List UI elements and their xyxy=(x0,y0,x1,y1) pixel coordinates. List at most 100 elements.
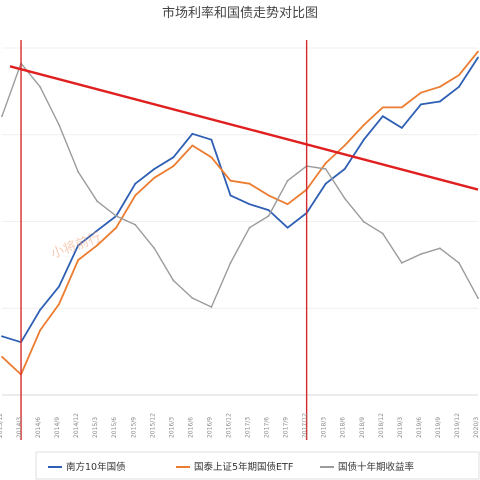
x-tick-label: 2018/12 xyxy=(378,413,385,438)
data-point xyxy=(267,209,270,211)
data-point xyxy=(191,132,194,135)
data-point xyxy=(248,182,251,185)
data-point xyxy=(381,106,384,109)
x-tick-label: 2017/6 xyxy=(264,417,271,438)
data-point xyxy=(58,124,61,126)
x-tick-label: 2017/3 xyxy=(245,417,252,438)
data-point xyxy=(439,100,441,103)
data-point xyxy=(210,156,213,159)
data-point xyxy=(115,226,118,229)
x-tick-label: 2013/12 xyxy=(0,413,4,438)
data-point xyxy=(77,244,80,247)
data-point xyxy=(286,179,289,182)
data-point xyxy=(439,247,441,250)
x-tick-label: 2017/12 xyxy=(302,413,309,438)
data-point xyxy=(324,168,327,170)
data-point xyxy=(362,138,365,141)
data-point xyxy=(96,244,99,247)
x-tick-label: 2015/12 xyxy=(149,413,156,438)
x-tick-label: 2015/9 xyxy=(130,417,137,438)
legend-label: 国泰上证5年期国债ETF xyxy=(194,461,293,473)
legend-box xyxy=(35,451,480,480)
data-point xyxy=(39,308,41,311)
data-point xyxy=(400,106,403,109)
x-tick-label: 2015/6 xyxy=(111,417,118,438)
data-point xyxy=(343,168,346,170)
data-point xyxy=(134,223,137,226)
data-point xyxy=(1,115,3,118)
data-point xyxy=(210,138,213,141)
data-point xyxy=(419,91,422,94)
data-point xyxy=(39,329,41,332)
data-point xyxy=(153,168,156,170)
chart-title: 市场利率和国债走势对比图 xyxy=(162,5,318,21)
data-point xyxy=(400,127,403,129)
data-point xyxy=(458,74,460,76)
data-point xyxy=(172,279,175,282)
data-point xyxy=(286,226,289,229)
x-tick-label: 2016/3 xyxy=(168,417,175,438)
x-tick-label: 2018/3 xyxy=(321,417,328,438)
x-tick-label: 2018/9 xyxy=(359,417,366,438)
data-point xyxy=(419,103,422,106)
x-tick-label: 2014/9 xyxy=(54,417,61,438)
data-point xyxy=(153,247,156,250)
data-point xyxy=(172,156,175,159)
data-point xyxy=(39,85,41,88)
data-point xyxy=(477,50,479,53)
data-point xyxy=(77,259,80,261)
data-point xyxy=(458,262,460,264)
x-tick-label: 2019/9 xyxy=(435,417,442,438)
data-point xyxy=(267,215,270,217)
plot-area xyxy=(1,40,479,440)
data-point xyxy=(1,355,3,358)
x-tick-label: 2014/12 xyxy=(73,413,80,438)
data-point xyxy=(343,144,346,147)
data-point xyxy=(210,306,213,308)
x-tick-label: 2016/6 xyxy=(187,417,194,438)
data-point xyxy=(324,182,327,185)
data-point xyxy=(439,85,441,88)
watermark: 小将前行 xyxy=(49,229,103,262)
x-tick-label: 2019/6 xyxy=(416,417,423,438)
data-point xyxy=(477,56,479,59)
data-point xyxy=(248,226,251,229)
data-point xyxy=(229,179,232,182)
data-point xyxy=(381,115,384,118)
data-point xyxy=(362,220,365,223)
data-point xyxy=(58,303,61,305)
data-point xyxy=(172,165,175,167)
data-point xyxy=(229,194,232,197)
data-point xyxy=(77,171,80,173)
data-point xyxy=(286,203,289,206)
data-point xyxy=(267,194,270,197)
series-line-1 xyxy=(1,57,479,344)
data-point xyxy=(153,176,156,179)
data-point xyxy=(58,285,61,288)
x-tick-label: 2017/9 xyxy=(283,417,290,438)
data-point xyxy=(191,144,194,147)
data-point xyxy=(343,197,346,200)
legend-label: 国债十年期收益率 xyxy=(338,461,415,473)
x-tick-label: 2016/9 xyxy=(206,417,213,438)
x-tick-label: 2015/3 xyxy=(92,417,99,438)
x-axis-ticks: 2013/12 2014/3 2014/6 2014/9 2014/12 2015/3 20… xyxy=(0,413,480,438)
x-tick-label: 2014/6 xyxy=(35,417,42,438)
series-line-3 xyxy=(1,62,479,308)
data-point xyxy=(115,215,118,217)
data-point xyxy=(96,229,99,232)
data-point xyxy=(248,203,251,206)
legend-label: 南方10年国债 xyxy=(66,461,126,473)
data-point xyxy=(229,262,232,264)
data-point xyxy=(419,253,422,256)
data-point xyxy=(134,194,137,197)
legend: 南方10年国债 国泰上证5年期国债ETF 国债十年期收益率 xyxy=(48,461,415,473)
data-point xyxy=(324,162,327,165)
series-line-2 xyxy=(1,51,479,376)
data-point xyxy=(458,85,460,88)
data-point xyxy=(477,297,479,300)
x-tick-label: 2018/6 xyxy=(340,417,347,438)
data-point xyxy=(362,124,365,126)
x-tick-label: 2014/3 xyxy=(16,417,23,438)
